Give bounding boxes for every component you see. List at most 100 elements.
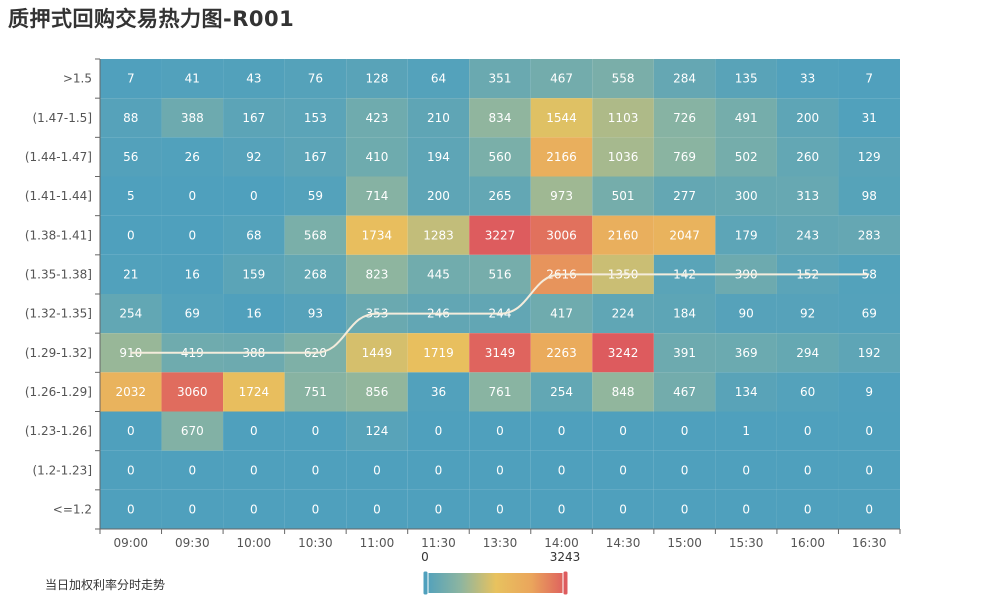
heatmap-cell[interactable] [161,59,224,99]
heatmap-cell[interactable] [284,411,347,451]
heatmap-cell[interactable] [223,98,285,138]
heatmap-cell[interactable] [161,98,224,138]
heatmap-cell[interactable] [715,333,777,373]
heatmap-cell[interactable] [161,137,224,177]
heatmap-cell[interactable] [223,215,285,255]
heatmap-cell[interactable] [161,489,224,529]
heatmap-cell[interactable] [284,59,347,99]
heatmap-cell[interactable] [653,372,716,412]
heatmap-cell[interactable] [838,176,900,216]
heatmap-cell[interactable] [223,59,285,99]
heatmap-cell[interactable] [223,137,285,177]
heatmap-cell[interactable] [530,450,593,490]
heatmap-cell[interactable] [161,176,224,216]
heatmap-cell[interactable] [530,98,593,138]
heatmap-cell[interactable] [223,254,285,294]
heatmap-cell[interactable] [346,176,408,216]
heatmap-cell[interactable] [653,411,716,451]
heatmap-cell[interactable] [530,294,593,334]
heatmap-cell[interactable] [223,176,285,216]
heatmap-cell[interactable] [715,176,777,216]
heatmap-cell[interactable] [715,489,777,529]
heatmap-cell[interactable] [469,372,531,412]
heatmap-cell[interactable] [100,294,162,334]
heatmap-cell[interactable] [715,98,777,138]
heatmap-cell[interactable] [530,176,593,216]
heatmap-cell[interactable] [592,215,654,255]
heatmap-cell[interactable] [407,176,470,216]
heatmap-cell[interactable] [284,215,347,255]
heatmap-cell[interactable] [223,294,285,334]
heatmap-cell[interactable] [592,372,654,412]
heatmap-cell[interactable] [284,137,347,177]
heatmap-cell[interactable] [100,411,162,451]
heatmap-cell[interactable] [592,176,654,216]
heatmap-cell[interactable] [161,450,224,490]
heatmap-cell[interactable] [530,59,593,99]
heatmap-cell[interactable] [407,411,470,451]
heatmap-cell[interactable] [592,59,654,99]
heatmap-cell[interactable] [407,137,470,177]
heatmap-cell[interactable] [776,450,839,490]
heatmap-cell[interactable] [715,294,777,334]
heatmap-cell[interactable] [715,59,777,99]
heatmap-cell[interactable] [284,450,347,490]
heatmap-cell[interactable] [776,411,839,451]
heatmap-cell[interactable] [530,411,593,451]
heatmap-cell[interactable] [653,450,716,490]
heatmap-cell[interactable] [838,294,900,334]
visual-map-bar[interactable] [425,573,567,593]
heatmap-cell[interactable] [530,215,593,255]
heatmap-cell[interactable] [100,59,162,99]
heatmap-cell[interactable] [469,489,531,529]
heatmap-cell[interactable] [653,215,716,255]
heatmap-cell[interactable] [223,411,285,451]
heatmap-cell[interactable] [653,176,716,216]
heatmap-cell[interactable] [776,294,839,334]
heatmap-cell[interactable] [530,489,593,529]
heatmap-cell[interactable] [838,411,900,451]
heatmap-cell[interactable] [776,489,839,529]
heatmap-cell[interactable] [100,215,162,255]
heatmap-cell[interactable] [469,411,531,451]
heatmap-cell[interactable] [592,450,654,490]
heatmap-cell[interactable] [776,98,839,138]
heatmap-cell[interactable] [100,137,162,177]
heatmap-cell[interactable] [653,489,716,529]
heatmap-cell[interactable] [223,450,285,490]
heatmap-cell[interactable] [776,333,839,373]
heatmap-cell[interactable] [530,333,593,373]
heatmap-cell[interactable] [407,254,470,294]
heatmap-cell[interactable] [223,372,285,412]
heatmap-cell[interactable] [161,411,224,451]
heatmap-cell[interactable] [592,294,654,334]
heatmap-cell[interactable] [592,137,654,177]
heatmap-cell[interactable] [284,489,347,529]
heatmap-cell[interactable] [715,450,777,490]
heatmap-cell[interactable] [776,372,839,412]
heatmap-cell[interactable] [653,294,716,334]
heatmap-cell[interactable] [776,176,839,216]
heatmap-cell[interactable] [469,450,531,490]
heatmap-cell[interactable] [100,489,162,529]
heatmap-cell[interactable] [469,176,531,216]
heatmap-cell[interactable] [530,137,593,177]
heatmap-cell[interactable] [346,254,408,294]
heatmap-cell[interactable] [100,372,162,412]
heatmap-cell[interactable] [407,333,470,373]
heatmap-cell[interactable] [715,372,777,412]
heatmap-cell[interactable] [407,59,470,99]
heatmap-cell[interactable] [223,489,285,529]
heatmap-cell[interactable] [469,137,531,177]
heatmap-cell[interactable] [469,59,531,99]
heatmap-cell[interactable] [346,450,408,490]
heatmap-cell[interactable] [346,59,408,99]
heatmap-cell[interactable] [346,215,408,255]
heatmap-cell[interactable] [838,450,900,490]
heatmap-cell[interactable] [346,372,408,412]
heatmap-cell[interactable] [346,411,408,451]
heatmap-cell[interactable] [530,372,593,412]
heatmap-cell[interactable] [469,98,531,138]
heatmap-cell[interactable] [469,215,531,255]
visual-map-max-handle[interactable] [562,570,569,596]
